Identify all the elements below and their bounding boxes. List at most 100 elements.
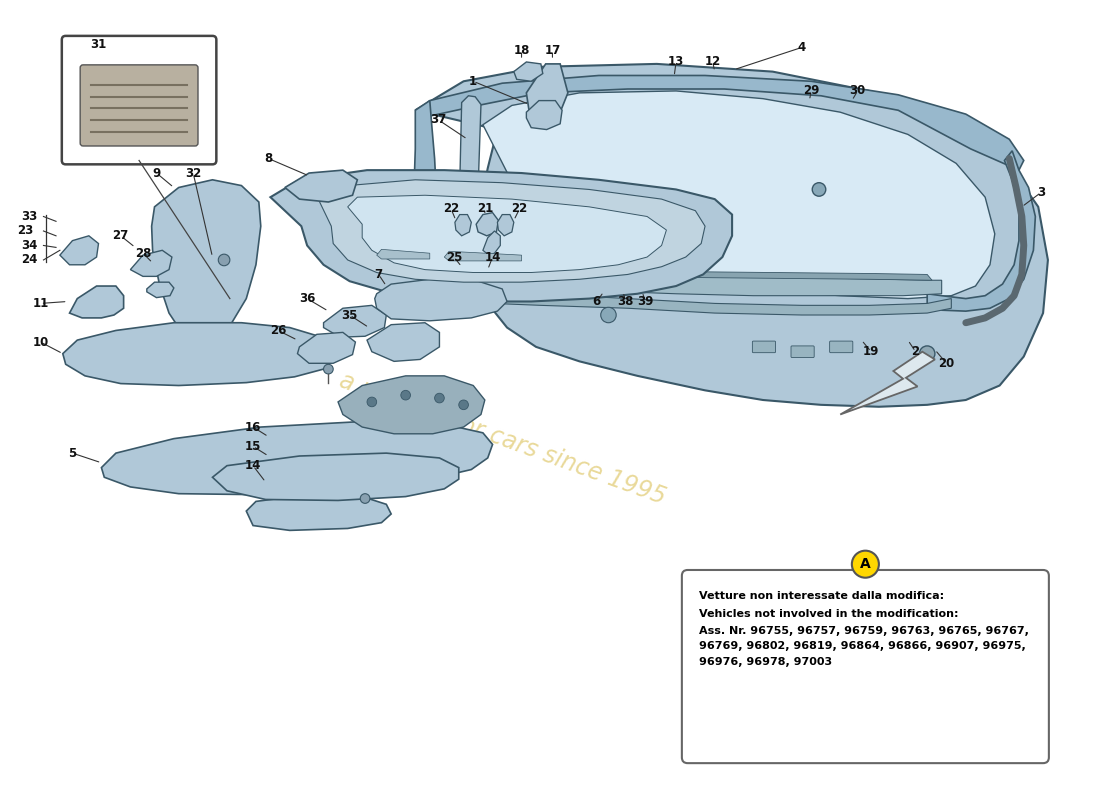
Polygon shape [297,332,355,363]
Polygon shape [69,286,123,318]
Polygon shape [367,322,439,362]
Circle shape [659,228,693,263]
Text: 19: 19 [864,346,879,358]
Polygon shape [375,279,507,321]
Text: 27: 27 [112,230,129,242]
Polygon shape [417,75,1024,170]
Polygon shape [319,180,705,282]
Text: 17: 17 [544,44,561,57]
Text: 2: 2 [912,346,920,358]
Polygon shape [271,170,733,302]
Text: 28: 28 [135,246,151,260]
Text: 3: 3 [1037,186,1045,199]
Text: 15: 15 [245,440,261,453]
Text: 33: 33 [21,210,37,223]
Circle shape [601,307,616,322]
Text: 29: 29 [803,85,820,98]
Circle shape [434,394,444,403]
Polygon shape [455,214,471,236]
Circle shape [812,182,826,196]
Polygon shape [212,453,459,501]
Polygon shape [483,91,994,298]
Text: 36: 36 [299,292,316,305]
Text: 38: 38 [618,295,634,308]
Circle shape [360,494,370,503]
Text: 32: 32 [185,166,201,179]
Text: 1: 1 [470,74,477,88]
Text: 18: 18 [514,44,530,57]
Text: 21: 21 [476,202,493,215]
Circle shape [367,397,376,406]
Polygon shape [323,306,386,338]
Text: 8: 8 [264,152,273,165]
Text: 6: 6 [593,295,601,308]
Text: 22: 22 [512,202,528,215]
Text: 23: 23 [18,225,34,238]
Text: 39: 39 [637,295,653,308]
Text: 96769, 96802, 96819, 96864, 96866, 96907, 96975,: 96769, 96802, 96819, 96864, 96866, 96907… [700,642,1026,651]
Polygon shape [521,266,932,280]
Polygon shape [531,274,942,296]
FancyBboxPatch shape [62,36,217,164]
Circle shape [920,346,935,362]
Text: 7: 7 [374,268,383,281]
Text: 24: 24 [21,254,37,266]
Text: 34: 34 [21,239,37,252]
Polygon shape [927,151,1035,311]
Polygon shape [246,494,392,530]
Polygon shape [460,96,481,195]
Text: 22: 22 [443,202,459,215]
Polygon shape [527,64,568,118]
Text: 31: 31 [90,38,107,51]
Text: 14: 14 [484,250,500,263]
FancyBboxPatch shape [752,341,776,353]
Text: 26: 26 [270,324,286,337]
Text: 5: 5 [68,446,77,460]
Polygon shape [840,352,935,414]
Circle shape [459,400,469,410]
Circle shape [218,254,230,266]
Text: 4: 4 [798,41,806,54]
Text: 13: 13 [668,55,684,69]
Text: 30: 30 [849,85,866,98]
Polygon shape [338,376,485,434]
Polygon shape [486,294,952,315]
Text: 37: 37 [430,114,447,126]
Text: 25: 25 [446,250,462,263]
FancyBboxPatch shape [791,346,814,358]
Circle shape [400,390,410,400]
Text: Ass. Nr. 96755, 96757, 96759, 96763, 96765, 96767,: Ass. Nr. 96755, 96757, 96759, 96763, 967… [700,626,1030,636]
FancyBboxPatch shape [682,570,1049,763]
Polygon shape [414,101,438,313]
Polygon shape [59,236,99,265]
Text: 20: 20 [938,357,955,370]
Polygon shape [527,101,562,130]
Polygon shape [146,282,174,298]
Polygon shape [497,214,514,236]
Polygon shape [131,250,172,276]
Polygon shape [483,231,500,255]
Polygon shape [152,180,261,334]
Text: a passion for cars since 1995: a passion for cars since 1995 [336,368,669,509]
Text: Vehicles not involved in the modification:: Vehicles not involved in the modificatio… [700,609,959,618]
Text: 12: 12 [705,55,720,69]
Text: 10: 10 [32,335,48,349]
FancyBboxPatch shape [829,341,852,353]
Polygon shape [514,62,542,82]
Text: 11: 11 [32,297,48,310]
Polygon shape [63,322,333,386]
Polygon shape [285,170,358,202]
Text: A: A [860,557,871,571]
Circle shape [851,550,879,578]
FancyBboxPatch shape [80,65,198,146]
Polygon shape [348,195,667,273]
Circle shape [323,364,333,374]
Text: 35: 35 [341,309,358,322]
Text: 16: 16 [245,421,261,434]
Text: 14: 14 [245,459,261,472]
Text: 9: 9 [152,166,161,179]
Text: Vetture non interessate dalla modifica:: Vetture non interessate dalla modifica: [700,591,945,602]
Polygon shape [476,213,498,236]
Text: 96976, 96978, 97003: 96976, 96978, 97003 [700,657,833,667]
Circle shape [529,234,552,257]
